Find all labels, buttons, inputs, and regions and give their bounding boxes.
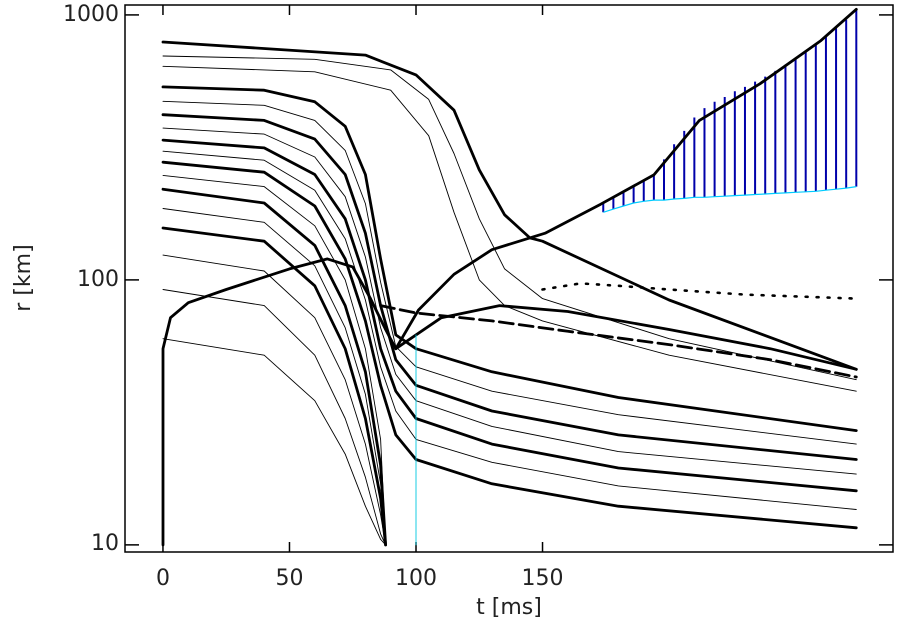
x-tick-label: 150 [522, 566, 564, 591]
y-axis-label: r [km] [11, 244, 36, 311]
plot-frame [124, 4, 894, 553]
series-line [162, 338, 387, 546]
series-line [162, 289, 387, 546]
series-line [161, 257, 398, 547]
series-line [162, 100, 857, 445]
series-line [161, 40, 858, 371]
series-line [161, 187, 387, 547]
x-tick-label: 0 [156, 566, 170, 591]
series-line [162, 174, 387, 546]
series-line [161, 85, 858, 432]
series-line [162, 254, 387, 546]
series-line [161, 226, 387, 547]
series-line [162, 208, 387, 546]
series-line [162, 127, 857, 475]
y-tick-label: 100 [77, 267, 119, 292]
x-axis-label: t [ms] [476, 595, 542, 620]
band-edge [603, 186, 857, 213]
series-line [162, 150, 857, 510]
x-tick-label: 50 [275, 566, 303, 591]
series-line [161, 160, 858, 530]
series-line [162, 65, 857, 392]
y-tick-label: 10 [91, 531, 119, 556]
series-line [541, 282, 858, 300]
y-tick-label: 1000 [63, 2, 119, 27]
series-line [394, 7, 858, 351]
series-line [161, 113, 858, 461]
series-line [394, 304, 858, 371]
series-line [379, 304, 858, 379]
series-line [161, 138, 858, 493]
x-tick-label: 100 [395, 566, 437, 591]
